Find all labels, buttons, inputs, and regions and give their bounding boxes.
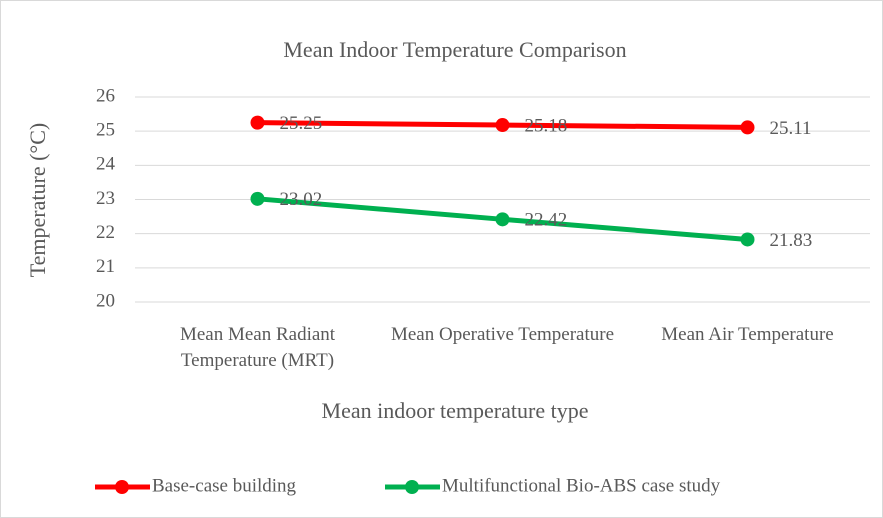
legend-marker [115,480,129,494]
data-point [250,191,265,206]
y-tick-label: 22 [96,222,115,243]
data-label: 25.11 [770,118,812,139]
data-point [740,120,755,135]
data-point [250,115,265,130]
legend-label: Multifunctional Bio-ABS case study [442,475,721,496]
legend-label: Base-case building [152,475,297,496]
chart-title: Mean Indoor Temperature Comparison [283,37,626,62]
x-tick-label: Mean Mean Radiant Temperature (MRT) [179,324,336,371]
data-point [495,118,510,133]
data-label: 25.18 [525,115,568,136]
y-tick-label: 21 [96,256,115,277]
y-axis-title: Temperature (°C) [25,123,50,277]
data-label: 23.02 [280,189,323,210]
data-point [740,232,755,247]
x-tick-label: Mean Air Temperature [661,324,834,345]
y-tick-label: 25 [96,120,115,141]
y-tick-label: 20 [96,290,115,311]
data-label: 21.83 [770,230,813,251]
x-axis-title: Mean indoor temperature type [322,398,589,423]
data-label: 25.25 [280,113,323,134]
y-tick-label: 24 [96,154,116,175]
data-point [495,212,510,227]
legend-marker [405,480,419,494]
y-tick-label: 23 [96,188,115,209]
data-label: 22.42 [525,210,568,231]
y-tick-label: 26 [96,85,115,106]
x-tick-label: Mean Operative Temperature [390,324,615,345]
